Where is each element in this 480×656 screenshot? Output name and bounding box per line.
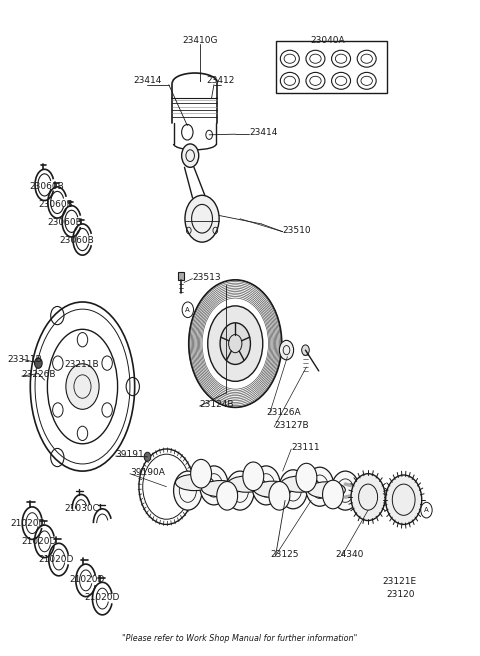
Bar [276,41,387,92]
Circle shape [174,471,202,510]
Text: 23124B: 23124B [200,400,234,409]
Text: 23226B: 23226B [22,371,56,379]
Circle shape [220,323,251,365]
Text: 23211B: 23211B [64,360,99,369]
Circle shape [385,475,422,524]
Circle shape [421,502,432,518]
Text: 23414: 23414 [133,76,162,85]
Circle shape [296,463,317,492]
Text: 23060B: 23060B [60,236,95,245]
Text: 23060B: 23060B [29,182,64,191]
Text: 23125: 23125 [271,550,300,559]
Text: 23414: 23414 [250,129,278,137]
Circle shape [217,482,238,510]
Circle shape [226,471,254,510]
Ellipse shape [176,474,214,491]
Circle shape [243,462,264,491]
Text: 23040A: 23040A [311,36,345,45]
Circle shape [185,195,219,242]
Circle shape [200,466,228,505]
Circle shape [35,358,42,368]
Ellipse shape [281,476,319,492]
Text: 21030C: 21030C [64,504,99,514]
Circle shape [331,471,360,510]
Text: 23311B: 23311B [8,355,42,363]
Ellipse shape [228,476,265,492]
Text: A: A [185,307,190,313]
Ellipse shape [202,481,240,497]
Text: "Please refer to Work Shop Manual for further information": "Please refer to Work Shop Manual for fu… [122,634,358,644]
Text: 23126A: 23126A [266,408,300,417]
Circle shape [208,306,263,381]
Text: 23410G: 23410G [182,36,217,45]
Circle shape [269,482,290,510]
Circle shape [66,364,99,409]
Text: 21020D: 21020D [84,593,120,602]
Text: 23121E: 23121E [383,577,417,586]
Text: A: A [424,507,429,513]
Text: 23127B: 23127B [274,421,309,430]
Text: 23510: 23510 [283,226,312,235]
Circle shape [323,480,343,509]
Ellipse shape [307,482,345,498]
Text: 21020D: 21020D [22,537,57,546]
Text: 23120: 23120 [386,590,415,599]
Circle shape [351,474,385,520]
Text: 23513: 23513 [192,273,221,282]
Circle shape [279,470,307,509]
Text: 23060B: 23060B [48,218,83,227]
Text: 24340: 24340 [335,550,363,559]
Circle shape [252,466,280,505]
Text: 39190A: 39190A [130,468,165,477]
Text: 21020D: 21020D [10,519,45,527]
Text: 23111: 23111 [291,443,320,452]
Circle shape [301,345,309,356]
Circle shape [144,452,151,461]
Text: 23060B: 23060B [38,200,73,209]
Ellipse shape [254,482,292,497]
Circle shape [182,302,193,318]
Circle shape [279,340,294,360]
Circle shape [355,484,364,497]
Text: 23412: 23412 [207,76,235,85]
Bar [178,272,184,280]
Text: 39191: 39191 [116,450,144,459]
Text: 21020D: 21020D [38,555,74,564]
Circle shape [191,459,212,488]
Text: 21020D: 21020D [69,575,105,584]
Circle shape [305,467,334,506]
Circle shape [181,144,199,167]
